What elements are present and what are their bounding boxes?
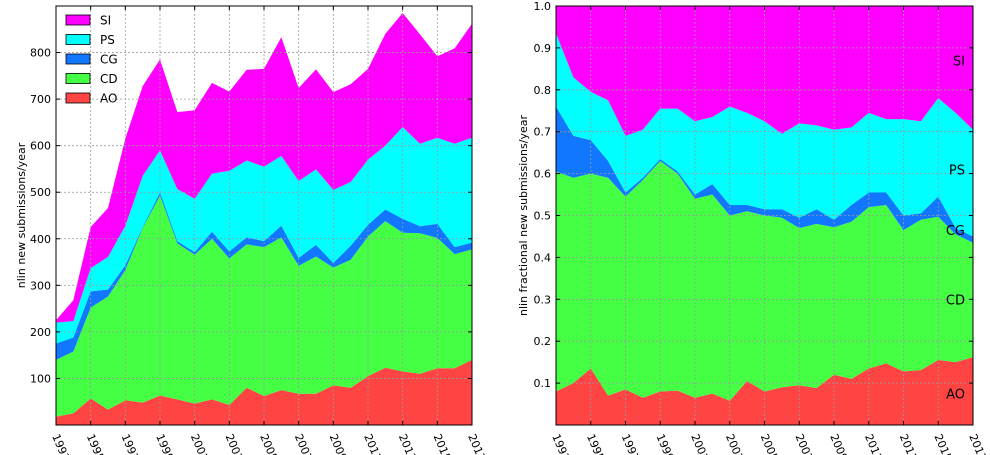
y-tick-label: 100: [30, 372, 51, 385]
x-tick-label: 2005: [257, 432, 280, 455]
legend-swatch-si: [65, 14, 91, 26]
x-tick-label: 2017: [465, 432, 488, 455]
x-tick-label: 1997: [119, 432, 142, 455]
y-tick-label: 0.1: [534, 377, 552, 390]
series-label-cd: CD: [946, 293, 965, 308]
x-tick-label: 2017: [966, 432, 989, 455]
x-tick-label: 2007: [792, 432, 815, 455]
series-label-ps: PS: [949, 163, 965, 178]
x-tick-label: 2001: [188, 432, 211, 455]
y-tick-label: 0.3: [534, 293, 552, 306]
legend-label-si: SI: [100, 14, 111, 28]
y-ticks: 0.1 0.2 0.3 0.4 0.5 0.6 0.7 0.8 0.9 1.0: [534, 0, 973, 390]
x-tick-label: 1997: [619, 432, 642, 455]
area-cd: [556, 161, 973, 401]
legend-swatch-cg: [65, 53, 91, 65]
y-tick-label: 300: [30, 279, 51, 292]
x-tick-label: 2007: [292, 432, 315, 455]
y-tick-label: 0.9: [534, 42, 552, 55]
y-tick-label: 200: [30, 326, 51, 339]
x-tick-label: 1999: [153, 432, 176, 455]
y-tick-label: 0.4: [534, 251, 552, 264]
x-tick-label: 2013: [396, 432, 419, 455]
x-tick-label: 2005: [758, 432, 781, 455]
x-tick-label: 2015: [431, 432, 454, 455]
y-tick-label: 700: [30, 93, 51, 106]
series-labels: AO CD CG PS SI: [946, 54, 965, 402]
legend-swatch-ao: [65, 92, 91, 104]
x-tick-label: 2001: [688, 432, 711, 455]
legend-swatch-cd: [65, 73, 91, 84]
right-chart-fractional: 0.1 0.2 0.3 0.4 0.5 0.6 0.7 0.8 0.9 1.0 1993 1995 19…: [517, 0, 989, 455]
x-tick-label: 2013: [897, 432, 920, 455]
y-tick-label: 0.6: [534, 168, 552, 181]
legend: SI PS CG CD AO: [65, 14, 118, 106]
x-tick-label: 1999: [653, 432, 676, 455]
y-axis-label: nlin new submissions/year: [15, 142, 28, 288]
x-tick-label: 2003: [223, 432, 246, 455]
legend-label-cd: CD: [100, 72, 118, 86]
x-tick-label: 1995: [584, 432, 607, 455]
x-tick-label: 2003: [723, 432, 746, 455]
legend-label-cg: CG: [100, 53, 118, 67]
series-label-ao: AO: [946, 388, 965, 403]
y-axis-label: nlin fractional new submissions/year: [517, 115, 530, 316]
y-tick-label: 600: [30, 140, 51, 153]
x-tick-label: 2011: [361, 432, 384, 455]
x-tick-label: 2011: [862, 432, 885, 455]
left-chart-absolute: 100 200 300 400 500 600 700 800 1993 1995 1997 1999…: [15, 5, 488, 455]
area-ao: [56, 359, 472, 425]
y-tick-label: 0.8: [534, 84, 552, 97]
y-tick-label: 0.2: [534, 335, 552, 348]
y-ticks: 100 200 300 400 500 600 700 800: [30, 47, 472, 385]
y-tick-label: 0.7: [534, 126, 552, 139]
y-tick-label: 0.5: [534, 210, 552, 223]
series-label-cg: CG: [946, 224, 965, 239]
grid: [556, 6, 973, 425]
x-tick-label: 1993: [549, 432, 572, 455]
x-tick-label: 1995: [84, 432, 107, 455]
x-tick-label: 1993: [49, 432, 72, 455]
legend-label-ps: PS: [100, 33, 115, 47]
legend-label-ao: AO: [100, 92, 117, 106]
x-tick-label: 2015: [931, 432, 954, 455]
series-label-si: SI: [953, 54, 965, 69]
y-tick-label: 400: [30, 233, 51, 246]
grid: [56, 6, 472, 425]
x-tick-label: 2009: [827, 432, 850, 455]
x-tick-label: 2009: [327, 432, 350, 455]
y-tick-label: 1.0: [534, 0, 552, 13]
legend-swatch-ps: [65, 34, 91, 45]
y-tick-label: 800: [30, 47, 51, 60]
y-tick-label: 500: [30, 186, 51, 199]
